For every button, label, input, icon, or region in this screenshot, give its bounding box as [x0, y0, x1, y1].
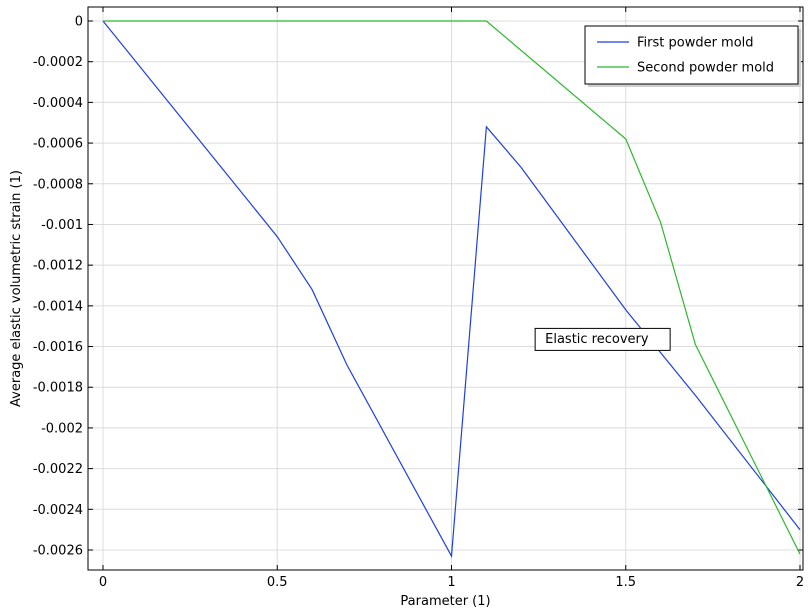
y-tick-label-10: -0.002	[41, 421, 83, 436]
y-tick-label-7: -0.0014	[33, 299, 83, 314]
legend-label-first-powder-mold: First powder mold	[637, 36, 754, 51]
y-tick-label-8: -0.0016	[33, 340, 83, 355]
y-tick-label-13: -0.0026	[33, 544, 83, 559]
series-group	[102, 20, 801, 559]
x-tick-label-1: 0.5	[267, 575, 288, 590]
y-tick-label-0: 0	[75, 15, 83, 30]
series-line-second-powder-mold	[103, 20, 801, 555]
y-tick-label-9: -0.0018	[33, 381, 83, 396]
series-line-first-powder-mold	[102, 20, 801, 559]
legend-box	[584, 25, 799, 85]
y-tick-label-1: -0.0002	[33, 55, 83, 70]
annotation-text: Elastic recovery	[545, 332, 649, 347]
x-axis-title: Parameter (1)	[400, 594, 490, 609]
y-tick-label-12: -0.0024	[33, 503, 83, 518]
legend-label-second-powder-mold: Second powder mold	[637, 61, 774, 76]
legend: First powder mold Second powder mold	[584, 25, 801, 87]
x-tick-label-2: 1	[447, 575, 455, 590]
y-tick-label-6: -0.0012	[33, 259, 83, 274]
annotation-box	[534, 327, 671, 351]
y-tick-label-5: -0.001	[41, 218, 83, 233]
y-axis-title: Average elastic volumetric strain (1)	[9, 170, 24, 407]
y-tick-label-11: -0.0022	[33, 462, 83, 477]
y-tick-label-3: -0.0006	[33, 137, 83, 152]
plot-frame	[87, 6, 804, 571]
x-tick-label-4: 2	[796, 575, 804, 590]
y-tick-label-4: -0.0008	[33, 177, 83, 192]
annotation: Elastic recovery	[534, 327, 671, 351]
axis-ticks: 0 0.5 1 1.5 2 0 -0.0002 -0.0004 -0.0006 -0.0008 -0…	[33, 7, 804, 590]
x-tick-label-3: 1.5	[615, 575, 636, 590]
y-tick-label-2: -0.0004	[33, 96, 83, 111]
x-tick-label-0: 0	[99, 575, 107, 590]
